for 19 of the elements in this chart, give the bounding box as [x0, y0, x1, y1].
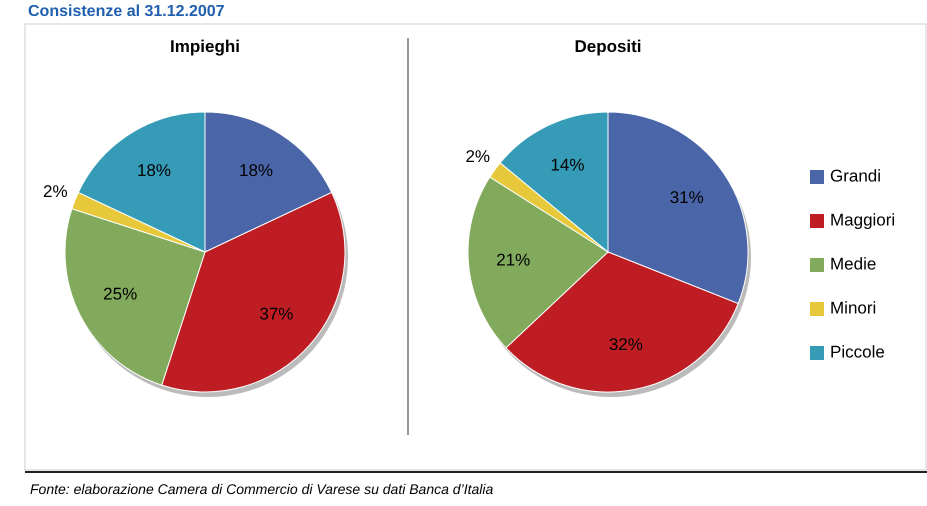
- chart-title: Depositi: [574, 37, 642, 56]
- text: Consistenze al 31.12.2007: [28, 3, 225, 20]
- data-label: 37%: [259, 304, 294, 324]
- data-label: 18%: [136, 161, 172, 180]
- data-label: 21%: [496, 250, 530, 270]
- data-label: 2%: [465, 146, 490, 166]
- legend-label: Grandi: [830, 166, 882, 186]
- data-label: 31%: [670, 188, 704, 207]
- data-label: 2%: [43, 182, 68, 202]
- legend-label: Maggiori: [830, 210, 896, 230]
- data-label: 32%: [608, 335, 643, 354]
- source-note: Fonte: elaborazione Camera di Commercio di Varese su dati Banca d’Italia: [30, 481, 494, 497]
- legend-label: Medie: [830, 254, 876, 274]
- data-label: 25%: [103, 284, 138, 304]
- chart-title: Impieghi: [170, 37, 240, 56]
- data-label: 14%: [550, 155, 584, 174]
- data-label: 18%: [238, 161, 274, 180]
- legend-label: Piccole: [830, 342, 885, 362]
- legend-label: Minori: [830, 298, 876, 318]
